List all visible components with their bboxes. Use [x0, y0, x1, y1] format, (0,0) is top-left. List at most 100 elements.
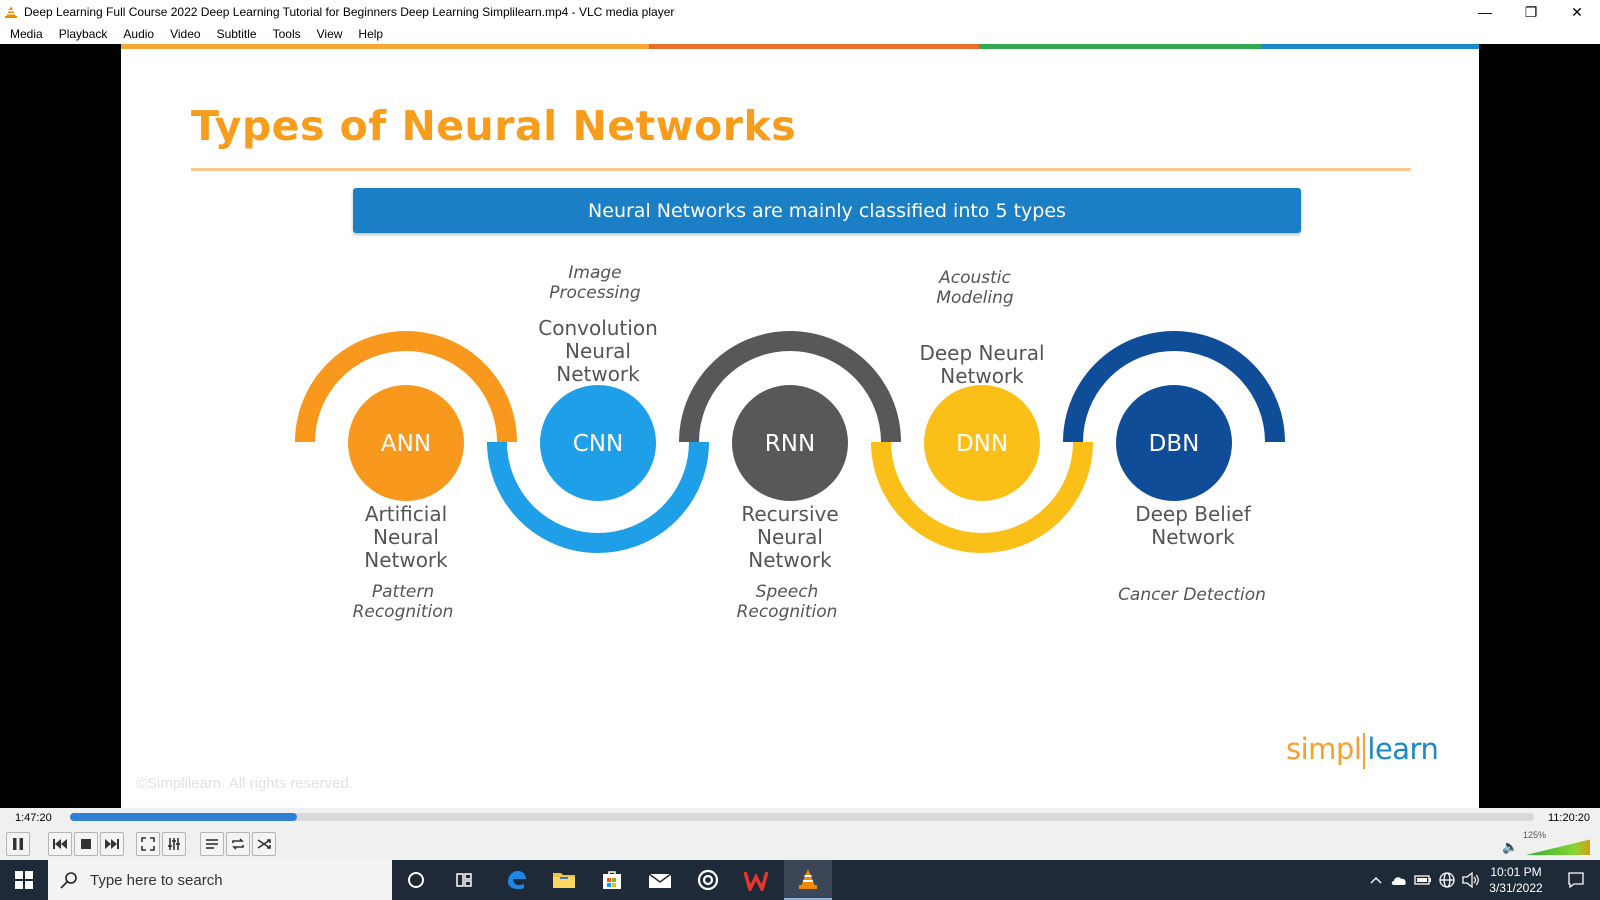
vlc-app-icon — [5, 6, 17, 18]
circular-app-icon — [697, 869, 719, 891]
circle-ann — [348, 385, 464, 501]
menu-playback[interactable]: Playback — [58, 27, 108, 41]
playlist-icon — [206, 839, 218, 849]
circle-rnn — [732, 385, 848, 501]
seek-progress — [70, 813, 297, 821]
menu-media[interactable]: Media — [10, 27, 43, 41]
extended-settings-button[interactable] — [162, 832, 186, 856]
simplilearn-logo: simpl learn — [1286, 732, 1439, 769]
arc-cnn — [487, 441, 709, 553]
network-diagram: ANN CNN RNN DNN DBN — [295, 331, 1285, 553]
menu-bar: Media Playback Audio Video Subtitle Tool… — [0, 24, 1600, 44]
name-dbn: Deep Belief Network — [1135, 502, 1251, 549]
volume-percent: 125% — [1523, 830, 1547, 840]
name-ann: Artificial Neural Network — [364, 502, 448, 572]
edge-browser-icon — [508, 871, 526, 890]
abbr-ann: ANN — [381, 431, 431, 457]
search-icon — [60, 872, 77, 889]
elapsed-time: 1:47:20 — [15, 812, 52, 824]
seek-bar[interactable] — [70, 813, 1534, 821]
network-tray-icon[interactable] — [1436, 860, 1458, 900]
abbr-cnn: CNN — [573, 431, 623, 457]
globe-network-icon — [1439, 872, 1455, 888]
windows-logo-icon — [15, 871, 33, 889]
skip-back-icon — [53, 839, 67, 849]
minimize-button[interactable]: — — [1478, 4, 1492, 20]
video-area[interactable]: Types of Neural Networks Neural Networks… — [0, 44, 1600, 808]
stop-icon — [81, 839, 91, 849]
slide-stripe-red — [649, 44, 979, 49]
skip-forward-icon — [105, 839, 119, 849]
chevron-up-icon — [1370, 877, 1382, 884]
task-view-icon — [456, 873, 472, 887]
restore-button[interactable]: ❐ — [1524, 3, 1538, 20]
battery-tray-icon[interactable] — [1412, 860, 1434, 900]
application-cnn: Image Processing — [549, 263, 641, 303]
logo-part-simpl: simpl — [1286, 732, 1362, 766]
menu-tools[interactable]: Tools — [272, 27, 301, 41]
pause-icon — [13, 838, 23, 850]
menu-view[interactable]: View — [316, 27, 343, 41]
playback-controls: 🔈 125% — [0, 828, 1600, 860]
menu-video[interactable]: Video — [170, 27, 201, 41]
volume-slider[interactable]: 🔈 — [1490, 830, 1590, 858]
taskbar-search-box[interactable]: Type here to search — [48, 860, 392, 900]
pause-button[interactable] — [6, 832, 30, 856]
onedrive-tray-icon[interactable] — [1388, 860, 1410, 900]
menu-subtitle[interactable]: Subtitle — [216, 27, 257, 41]
start-button[interactable] — [0, 860, 48, 900]
abbr-dbn: DBN — [1149, 431, 1200, 457]
wps-office-taskbar-button[interactable] — [732, 860, 780, 900]
mail-taskbar-button[interactable] — [636, 860, 684, 900]
menu-help[interactable]: Help — [358, 27, 384, 41]
previous-button[interactable] — [48, 832, 72, 856]
circle-cnn — [540, 385, 656, 501]
loop-button[interactable] — [226, 832, 250, 856]
action-center-button[interactable] — [1556, 860, 1596, 900]
store-taskbar-button[interactable] — [588, 860, 636, 900]
abbr-dnn: DNN — [956, 431, 1008, 457]
close-button[interactable]: ✕ — [1571, 3, 1583, 20]
circle-dnn — [924, 385, 1040, 501]
title-divider — [191, 168, 1411, 171]
shuffle-button[interactable] — [252, 832, 276, 856]
cortana-button[interactable] — [392, 860, 440, 900]
seek-row: 1:47:20 11:20:20 — [0, 808, 1600, 828]
folder-icon — [553, 873, 575, 888]
app-taskbar-button[interactable] — [684, 860, 732, 900]
fullscreen-button[interactable] — [136, 832, 160, 856]
edge-taskbar-button[interactable] — [492, 860, 540, 900]
slide-stripe-green — [979, 44, 1261, 49]
playlist-button[interactable] — [200, 832, 224, 856]
application-rnn: Speech Recognition — [736, 582, 838, 622]
logo-part-learn: learn — [1367, 732, 1439, 766]
arc-ann — [295, 331, 517, 443]
cortana-circle-icon — [408, 872, 424, 888]
battery-icon — [1414, 875, 1431, 885]
speaker-volume-icon — [1462, 872, 1479, 888]
vlc-cone-icon — [799, 869, 817, 889]
loop-icon — [232, 838, 244, 850]
store-bag-icon — [603, 871, 621, 889]
name-dnn: Deep Neural Network — [919, 341, 1045, 388]
shuffle-icon — [257, 839, 271, 849]
speaker-icon: 🔈 — [1502, 839, 1518, 855]
task-view-button[interactable] — [440, 860, 488, 900]
abbr-rnn: RNN — [765, 431, 815, 457]
total-time: 11:20:20 — [1548, 812, 1591, 824]
show-hidden-icons-button[interactable] — [1366, 860, 1386, 900]
volume-tray-icon[interactable] — [1460, 860, 1482, 900]
windows-taskbar: Type here to search 10:01 PM 3/ — [0, 860, 1600, 900]
slide-stripe-blue — [1261, 44, 1479, 49]
file-explorer-taskbar-button[interactable] — [540, 860, 588, 900]
next-button[interactable] — [100, 832, 124, 856]
vlc-taskbar-button[interactable] — [784, 860, 832, 900]
stop-button[interactable] — [74, 832, 98, 856]
name-rnn: Recursive Neural Network — [741, 502, 839, 572]
taskbar-clock[interactable]: 10:01 PM 3/31/2022 — [1476, 864, 1556, 896]
application-ann: Pattern Recognition — [352, 582, 454, 622]
video-frame-slide: Types of Neural Networks Neural Networks… — [121, 44, 1479, 808]
menu-audio[interactable]: Audio — [123, 27, 155, 41]
copyright-text: ©Simplilearn. All rights reserved. — [136, 775, 353, 792]
notification-icon — [1568, 872, 1584, 889]
